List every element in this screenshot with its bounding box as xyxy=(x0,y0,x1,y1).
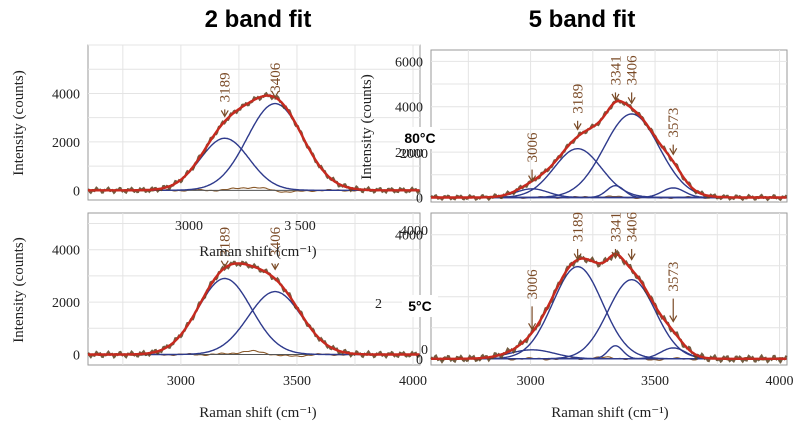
y-axis-title-top-left: Intensity (counts) xyxy=(11,70,27,175)
arrow-head xyxy=(611,251,620,260)
band-3406 xyxy=(88,290,420,356)
x-tick-label: 3500 xyxy=(283,374,311,389)
band-3189 xyxy=(88,277,420,356)
band-3189 xyxy=(431,148,787,199)
x-axis-title-bottom-right: Raman shift (cm⁻¹) xyxy=(551,405,668,421)
band-3189 xyxy=(431,266,787,360)
y-tick-remnant-0: 0 xyxy=(421,343,428,358)
temperature-label-80c: 80°C xyxy=(404,130,435,146)
arrow-head xyxy=(627,253,636,261)
arrow-head xyxy=(271,90,280,99)
arrow-head xyxy=(271,263,280,271)
y-tick-label: 0 xyxy=(73,184,80,199)
fitted-spectrum xyxy=(88,94,420,192)
y-tick-label: 2000 xyxy=(52,296,80,311)
measured-spectrum xyxy=(430,249,788,364)
arrow-head xyxy=(220,110,229,118)
arrow-head xyxy=(573,123,582,131)
inner-x-tick-3500: 3 500 xyxy=(284,219,316,234)
y-tick-label: 2000 xyxy=(52,136,80,151)
y-tick-remnant-2000: 2000 xyxy=(400,147,428,162)
arrow-head xyxy=(220,260,229,268)
arrow-head xyxy=(669,148,678,156)
y-tick-remnant-4000: 4000 xyxy=(400,224,428,239)
y-tick-label: 0 xyxy=(416,353,423,368)
x-tick-label: 4000 xyxy=(399,374,427,389)
peak-label-3189: 3189 xyxy=(571,212,587,242)
y-axis-title-top-right: Intensity (counts) xyxy=(359,74,375,179)
peak-label-3189: 3189 xyxy=(218,72,234,102)
fitted-spectrum xyxy=(88,262,420,356)
band-3406 xyxy=(431,113,787,199)
arrow-head xyxy=(528,175,537,183)
peak-label-3006: 3006 xyxy=(525,269,541,300)
temp-badge-80 xyxy=(400,127,440,149)
y-tick-label: 4000 xyxy=(395,101,423,116)
temperature-label-5c: 5°C xyxy=(408,298,432,314)
y-tick-label: 4000 xyxy=(52,244,80,259)
x-tick-label: 4000 xyxy=(766,374,794,389)
panel-top-right: 0 2000 4000 6000 3006 3189 3341 3406 3573 xyxy=(395,49,788,206)
fitted-spectrum xyxy=(431,99,787,199)
peak-label-3341: 3341 xyxy=(608,212,624,242)
panel-bottom-right: 0 4000 3000 3500 4000 3006 3189 3341 3406 3573 xyxy=(395,211,794,389)
plot-frame xyxy=(430,212,788,366)
heading-2-band-fit: 2 band fit xyxy=(205,6,312,33)
temp-badge-5 xyxy=(402,295,438,317)
band-3406 xyxy=(431,279,787,360)
x-tick-label: 3000 xyxy=(517,374,545,389)
y-tick-remnant-2: 2 xyxy=(375,297,382,312)
peak-label-3406: 3406 xyxy=(625,55,641,86)
plot-frame xyxy=(87,212,421,366)
y-tick-label: 4000 xyxy=(52,87,80,102)
x-axis-title-bottom-left: Raman shift (cm⁻¹) xyxy=(199,405,316,421)
peak-label-3341: 3341 xyxy=(608,55,624,85)
peak-label-3406: 3406 xyxy=(268,62,284,93)
inner-x-axis-title: Raman shift (cm⁻¹) xyxy=(199,244,316,260)
measured-spectrum xyxy=(430,97,788,202)
y-tick-label: 0 xyxy=(416,191,423,206)
arrow-head xyxy=(573,253,582,261)
y-tick-label: 0 xyxy=(73,349,80,364)
arrow-head xyxy=(611,93,620,102)
heading-5-band-fit: 5 band fit xyxy=(529,6,636,33)
peak-label-3189: 3189 xyxy=(218,227,234,257)
peak-label-3406: 3406 xyxy=(268,226,284,256)
x-tick-label: 3500 xyxy=(641,374,669,389)
plot-frame xyxy=(430,49,788,203)
peak-label-3573: 3573 xyxy=(666,262,682,292)
inner-x-tick-3000: 3000 xyxy=(175,219,203,234)
y-tick-label: 2000 xyxy=(395,146,423,161)
peak-label-3006: 3006 xyxy=(525,132,541,163)
y-tick-label: 6000 xyxy=(395,55,423,70)
peak-label-3189: 3189 xyxy=(571,84,587,114)
peak-label-3406: 3406 xyxy=(625,211,641,242)
arrow-head xyxy=(528,323,537,331)
x-tick-label: 3000 xyxy=(167,374,195,389)
arrow-head xyxy=(627,97,636,105)
y-tick-label: 4000 xyxy=(395,229,423,244)
fitted-spectrum xyxy=(431,253,787,360)
arrow-head xyxy=(669,315,678,323)
peak-label-3573: 3573 xyxy=(666,108,682,138)
panel-bottom-left: 0 2000 4000 3000 3500 4000 3189 3406 xyxy=(52,212,427,389)
y-axis-title-bottom-left: Intensity (counts) xyxy=(11,237,27,342)
panel-top-left: 0 2000 4000 3189 3406 xyxy=(52,44,421,201)
